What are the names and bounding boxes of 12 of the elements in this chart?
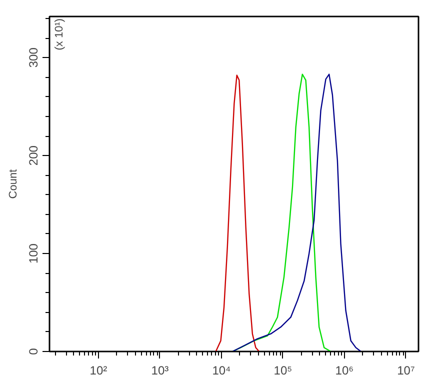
x-tick-label: 10³	[151, 364, 169, 378]
y-tick-label: 0	[26, 348, 40, 355]
y-tick-label: 300	[26, 47, 40, 68]
x-tick-label: 10⁵	[274, 364, 292, 378]
annotation: (x 10¹)	[54, 18, 66, 50]
x-tick-label: 10⁷	[397, 364, 415, 378]
y-tick-label: 200	[26, 145, 40, 166]
x-tick-label: 10²	[90, 364, 108, 378]
x-tick-label: 10⁶	[335, 364, 354, 378]
y-axis-title: Count	[8, 169, 20, 199]
y-tick-label: 100	[26, 243, 40, 264]
x-tick-label: 10⁴	[212, 364, 231, 378]
